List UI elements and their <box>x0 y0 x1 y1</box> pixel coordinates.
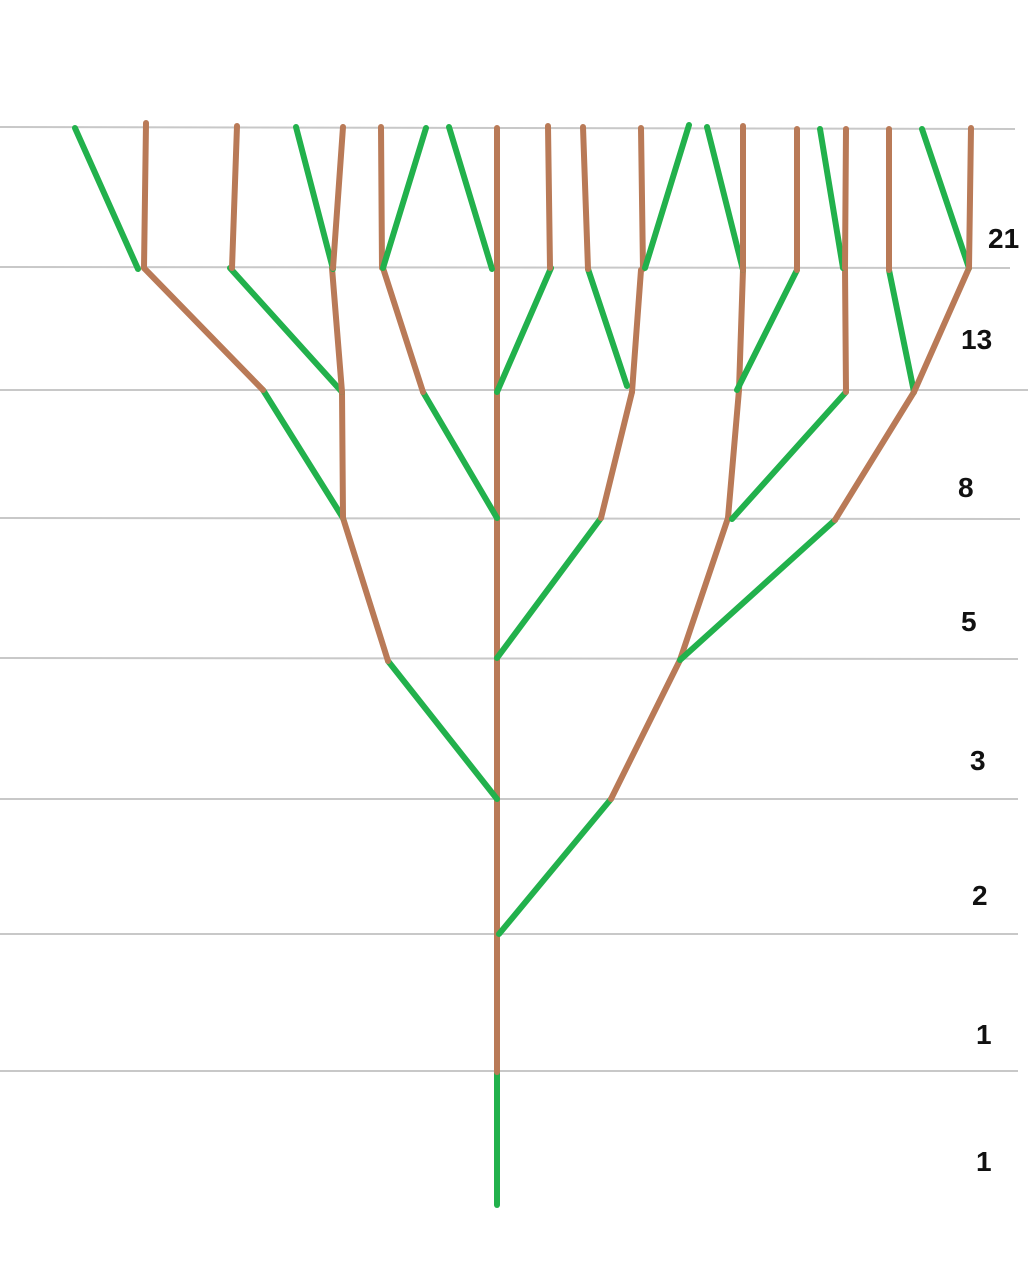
brown-branch-segment-25 <box>329 265 345 395</box>
brown-branch-segment-28 <box>629 267 644 395</box>
brown-branch-segment-22 <box>832 389 917 523</box>
brown-branch-segment-17 <box>339 389 346 521</box>
brown-branch-segment-36 <box>141 120 149 271</box>
green-branch-segment-35 <box>72 125 141 272</box>
green-branch-segment-24 <box>227 265 345 395</box>
green-branch-segment-50 <box>817 126 846 271</box>
brown-branch-segment-12 <box>340 515 391 664</box>
brown-branch-segment-14 <box>677 515 731 663</box>
brown-branch-segment-11 <box>608 657 683 802</box>
brown-branch-segment-40 <box>378 124 385 271</box>
level-label-1: 1 <box>976 1146 992 1177</box>
green-branch-segment-47 <box>704 124 746 273</box>
level-guide-line-5 <box>0 657 1019 660</box>
green-branch-segment-38 <box>293 124 336 272</box>
level-label-7: 13 <box>961 324 993 355</box>
brown-branch-segment-23 <box>141 265 266 393</box>
green-branch-segment-21 <box>729 389 849 522</box>
brown-branch-segment-44 <box>580 124 591 272</box>
brown-branch-segment-32 <box>842 265 849 395</box>
brown-branch-segment-26 <box>380 265 426 395</box>
level-label-6: 8 <box>958 472 974 503</box>
green-branch-segment-53 <box>919 126 972 271</box>
green-branch-segment-31 <box>734 267 800 393</box>
brown-branch-segment-54 <box>966 125 974 271</box>
brown-branch-segment-37 <box>229 123 240 271</box>
green-branch-segment-42 <box>446 124 495 272</box>
brown-branch-segment-39 <box>330 124 346 271</box>
level-guide-line-4 <box>0 517 1021 520</box>
level-label-8: 21 <box>988 223 1020 254</box>
level-label-4: 3 <box>970 745 986 776</box>
green-branch-segment-18 <box>420 389 500 521</box>
green-branch-segment-9 <box>496 796 614 937</box>
green-branch-segment-29 <box>585 266 630 389</box>
level-label-3: 2 <box>972 880 988 911</box>
brown-branch-segment-20 <box>725 387 742 521</box>
green-branch-segment-13 <box>494 515 604 661</box>
brown-branch-segment-34 <box>911 265 972 395</box>
brown-branch-segment-45 <box>638 125 646 272</box>
green-branch-segment-27 <box>494 265 554 395</box>
green-branch-segment-15 <box>677 517 838 663</box>
green-branch-segment-46 <box>642 122 692 271</box>
brown-branch-segment-19 <box>598 389 635 521</box>
brown-branch-segment-43 <box>545 123 553 271</box>
level-guide-line-1 <box>0 126 1016 130</box>
level-label-5: 5 <box>961 606 977 637</box>
green-branch-segment-33 <box>886 267 917 395</box>
brown-branch-segment-30 <box>736 267 746 393</box>
level-guide-line-2 <box>0 266 1011 269</box>
green-branch-segment-41 <box>380 125 429 271</box>
green-branch-segment-10 <box>385 658 500 802</box>
brown-branch-segment-51 <box>842 126 849 271</box>
green-branch-segment-16 <box>260 387 346 521</box>
level-label-2: 1 <box>976 1019 992 1050</box>
